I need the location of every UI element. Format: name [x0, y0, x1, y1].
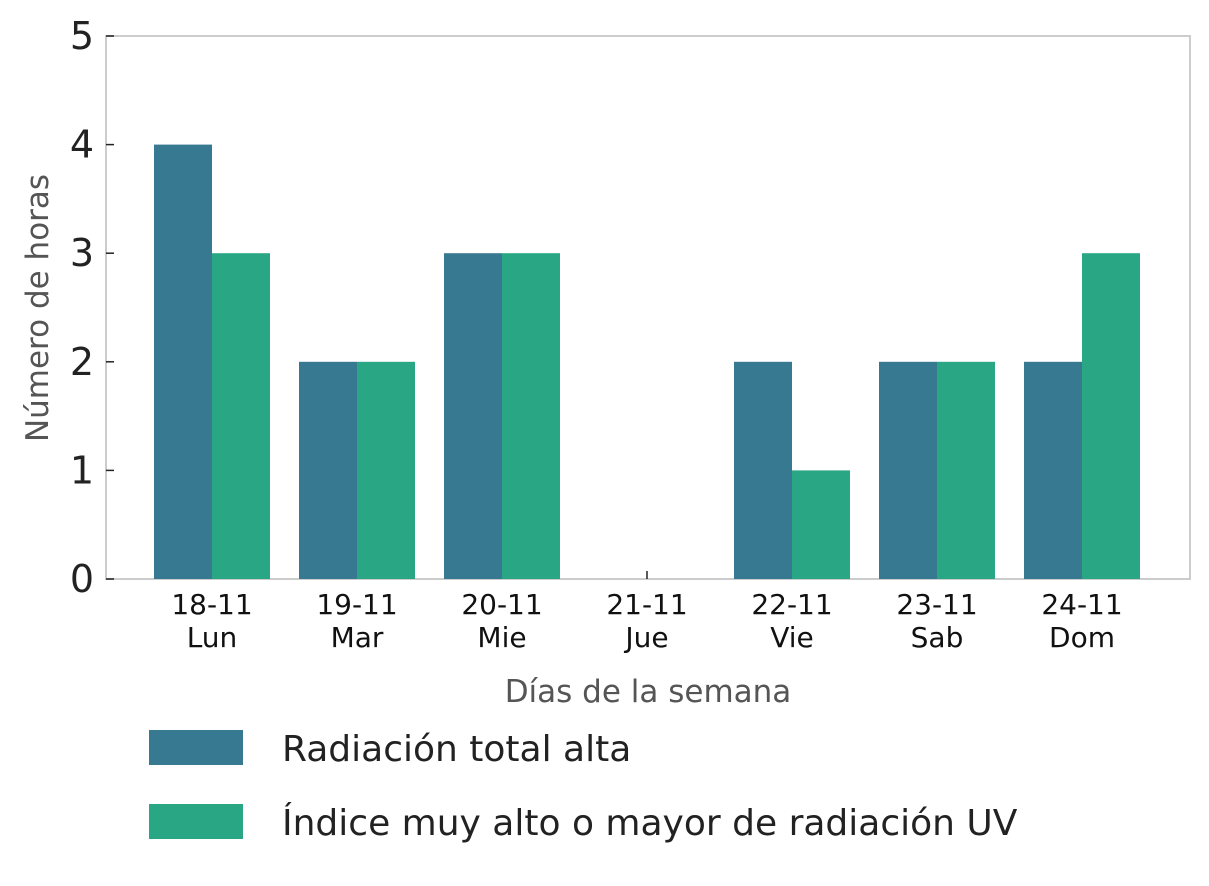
- plot-area: 0 1 2 3 4 5 18-11 Lun 19-11 Mar 20-11 Mie 21-11 Jue 2…: [70, 14, 1191, 654]
- bars: [154, 144, 1140, 579]
- bar-series-1: [299, 361, 357, 579]
- bar-series-2: [357, 361, 415, 579]
- bar-series-1: [734, 361, 792, 579]
- y-axis: 0 1 2 3 4 5: [70, 14, 114, 601]
- bar-series-2: [502, 253, 560, 579]
- x-axis-title: Días de la semana: [505, 674, 792, 710]
- y-tick-label: 1: [70, 448, 94, 492]
- y-tick-label: 5: [70, 14, 94, 58]
- y-tick-label: 3: [70, 231, 94, 275]
- y-tick-label: 2: [70, 340, 94, 384]
- bar-series-2: [212, 253, 270, 579]
- x-tick-label: 21-11 Jue: [606, 588, 687, 654]
- bar-series-2: [792, 470, 850, 579]
- bar-series-1: [1024, 361, 1082, 579]
- x-tick-label: 19-11 Mar: [316, 588, 397, 654]
- legend-swatch: [149, 730, 243, 765]
- bar-series-2: [1082, 253, 1140, 579]
- legend-label: Radiación total alta: [282, 729, 631, 770]
- legend: Radiación total alta Índice muy alto o ma…: [149, 729, 1018, 844]
- x-tick-label: 20-11 Mie: [461, 588, 542, 654]
- x-axis: 18-11 Lun 19-11 Mar 20-11 Mie 21-11 Jue 22-11 Vie…: [171, 571, 1123, 654]
- plot-frame: [105, 35, 1191, 580]
- x-tick-label: 18-11 Lun: [171, 588, 252, 654]
- x-tick-label: 23-11 Sab: [896, 588, 977, 654]
- y-axis-title: Número de horas: [20, 174, 56, 442]
- bar-series-1: [879, 361, 937, 579]
- x-tick-label: 24-11 Dom: [1041, 588, 1122, 654]
- bar-series-1: [154, 144, 212, 579]
- x-tick-label: 22-11 Vie: [751, 588, 832, 654]
- y-tick-label: 0: [70, 557, 94, 601]
- bar-series-2: [937, 361, 995, 579]
- y-tick-label: 4: [70, 123, 94, 167]
- legend-label: Índice muy alto o mayor de radiación UV: [282, 802, 1018, 844]
- legend-swatch: [149, 804, 243, 839]
- bar-series-1: [444, 253, 502, 579]
